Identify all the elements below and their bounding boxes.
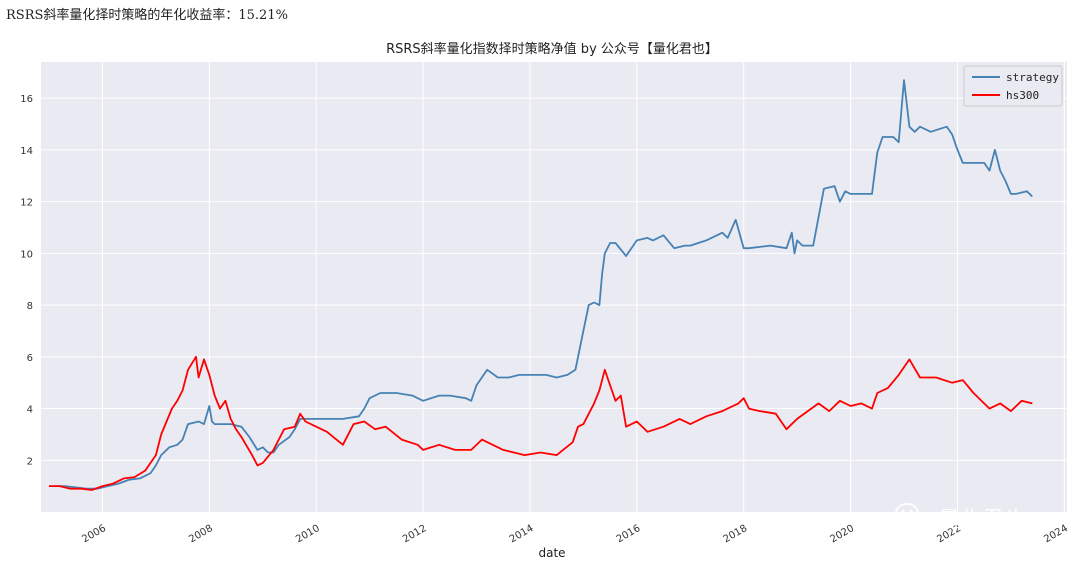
x-tick-label: 2012 — [401, 523, 429, 545]
y-tick-label: 8 — [27, 301, 33, 312]
x-tick-label: 2018 — [722, 523, 750, 545]
y-tick-label: 2 — [27, 456, 33, 467]
series-line-strategy — [54, 79, 1033, 490]
y-tick-label: 12 — [20, 198, 33, 209]
x-axis-title: date — [538, 546, 565, 560]
y-tick-label: 6 — [27, 353, 33, 364]
y-tick-label: 4 — [27, 405, 33, 416]
x-tick-label: 2014 — [508, 523, 536, 545]
series-layer — [49, 79, 1033, 491]
grid-lines — [41, 62, 1067, 512]
y-tick-label: 10 — [20, 249, 33, 260]
legend-label-hs300: hs300 — [1006, 89, 1039, 102]
y-tick-label: 14 — [20, 146, 33, 157]
x-tick-label: 2010 — [294, 523, 322, 545]
series-line-hs300 — [49, 355, 1033, 491]
plot-background — [41, 62, 1067, 512]
chart-title: RSRS斜率量化指数择时策略净值 by 公众号【量化君也】 — [386, 41, 718, 57]
watermark: 量化君也 — [895, 503, 1026, 533]
legend: strategy hs300 — [963, 65, 1063, 107]
x-tick-label: 2016 — [615, 523, 643, 545]
x-tick-label: 2024 — [1042, 523, 1070, 545]
x-tick-label: 2020 — [829, 523, 857, 545]
y-tick-label: 16 — [20, 94, 33, 105]
x-tick-label: 2006 — [80, 523, 108, 545]
page-header-text: RSRS斜率量化择时策略的年化收益率：15.21% — [6, 8, 288, 23]
watermark-text: 量化君也 — [938, 508, 1026, 533]
x-tick-label: 2008 — [187, 523, 215, 545]
wechat-icon — [895, 503, 931, 531]
legend-label-strategy: strategy — [1006, 71, 1059, 84]
